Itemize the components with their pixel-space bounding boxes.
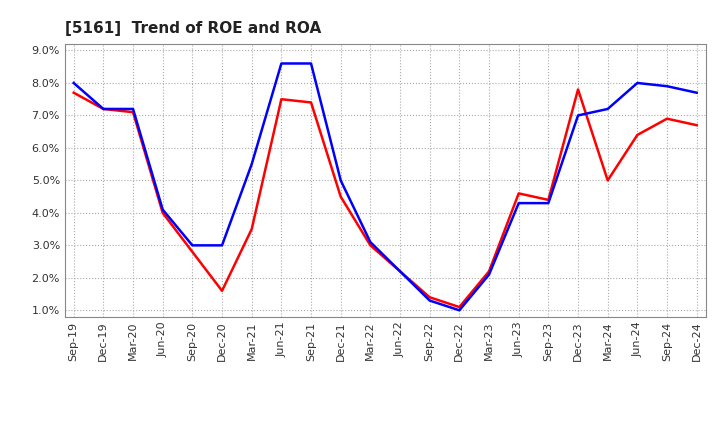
ROA bbox=[603, 106, 612, 112]
ROE bbox=[514, 191, 523, 196]
Line: ROE: ROE bbox=[73, 89, 697, 307]
ROE bbox=[485, 269, 493, 274]
ROA bbox=[217, 243, 226, 248]
ROA bbox=[336, 178, 345, 183]
ROA bbox=[158, 207, 167, 212]
ROE bbox=[426, 295, 434, 300]
ROA bbox=[99, 106, 108, 112]
ROE bbox=[544, 197, 553, 202]
ROE bbox=[662, 116, 671, 121]
ROA bbox=[248, 161, 256, 167]
ROA bbox=[485, 272, 493, 277]
ROE bbox=[158, 210, 167, 216]
ROE bbox=[336, 194, 345, 199]
ROE bbox=[574, 87, 582, 92]
ROE bbox=[396, 269, 405, 274]
ROE bbox=[69, 90, 78, 95]
ROE bbox=[307, 100, 315, 105]
ROE bbox=[129, 110, 138, 115]
Text: [5161]  Trend of ROE and ROA: [5161] Trend of ROE and ROA bbox=[65, 21, 321, 36]
ROE bbox=[99, 106, 108, 112]
ROE bbox=[188, 249, 197, 254]
ROA bbox=[307, 61, 315, 66]
ROA bbox=[455, 308, 464, 313]
ROA bbox=[514, 201, 523, 206]
ROA bbox=[69, 81, 78, 86]
ROA bbox=[277, 61, 286, 66]
ROE bbox=[455, 304, 464, 310]
ROE bbox=[217, 288, 226, 293]
ROE bbox=[693, 123, 701, 128]
ROE bbox=[603, 178, 612, 183]
ROA bbox=[574, 113, 582, 118]
ROA bbox=[544, 201, 553, 206]
ROA bbox=[188, 243, 197, 248]
ROA bbox=[633, 81, 642, 86]
ROA bbox=[426, 298, 434, 303]
ROA bbox=[662, 84, 671, 89]
Line: ROA: ROA bbox=[73, 63, 697, 310]
ROE bbox=[277, 96, 286, 102]
ROA bbox=[693, 90, 701, 95]
ROE bbox=[366, 243, 374, 248]
ROE bbox=[633, 132, 642, 138]
ROA bbox=[396, 269, 405, 274]
ROA bbox=[366, 239, 374, 245]
ROA bbox=[129, 106, 138, 112]
ROE bbox=[248, 227, 256, 232]
